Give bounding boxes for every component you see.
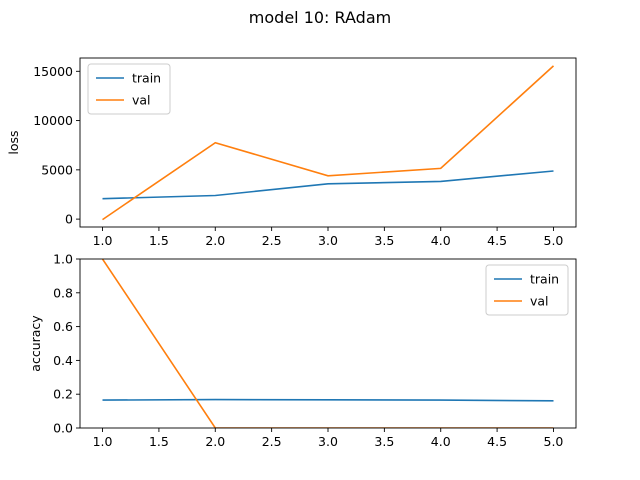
chart1-ytick-label: 10000 — [33, 113, 73, 128]
chart1-xtick-label: 4.0 — [431, 233, 451, 248]
chart2-xtick-label: 3.0 — [318, 434, 338, 449]
chart1-ytick-label: 5000 — [41, 162, 73, 177]
chart1-xtick-label: 3.0 — [318, 233, 338, 248]
chart2-legend-box — [485, 264, 569, 316]
chart2-xtick-label: 1.0 — [93, 434, 113, 449]
chart1-series-train-line — [102, 170, 554, 200]
chart2-ytick-label: 0.0 — [53, 421, 73, 436]
chart2-legend-label-train: train — [530, 272, 559, 287]
chart2-xtick-label: 2.5 — [262, 434, 282, 449]
chart2-series-val-line — [101, 259, 554, 428]
chart2-xtick-label: 2.0 — [205, 434, 225, 449]
chart2-ylabel: accuracy — [28, 315, 43, 372]
chart1-xtick-label: 3.5 — [374, 233, 394, 248]
chart1-legend-box — [87, 63, 171, 115]
chart1-ylabel: loss — [6, 130, 21, 154]
chart2-ytick-label: 1.0 — [53, 252, 73, 267]
chart2-xtick-label: 5.0 — [544, 434, 564, 449]
chart2-xtick-label: 1.5 — [149, 434, 169, 449]
chart1-xtick-label: 1.5 — [149, 233, 169, 248]
chart2-ytick-label: 0.6 — [53, 319, 73, 334]
chart1-xtick-label: 2.0 — [205, 233, 225, 248]
chart2-xtick-label: 4.5 — [487, 434, 507, 449]
chart1-xtick-label: 4.5 — [487, 233, 507, 248]
chart1-series-val-line — [102, 65, 555, 221]
chart2-legend-label-val: val — [530, 294, 549, 309]
chart2-ytick-label: 0.4 — [53, 353, 73, 368]
chart1-xtick-label: 5.0 — [544, 233, 564, 248]
chart2-series-train-line — [102, 398, 554, 402]
chart1-xtick-label: 1.0 — [93, 233, 113, 248]
chart1-legend-label-val: val — [132, 93, 151, 108]
chart1-ytick-label: 15000 — [33, 64, 73, 79]
chart1-xtick-label: 2.5 — [262, 233, 282, 248]
chart1-legend-label-train: train — [132, 71, 161, 86]
figure-title: model 10: RAdam — [248, 8, 392, 27]
chart2-ytick-label: 0.8 — [53, 285, 73, 300]
chart2-xtick-label: 4.0 — [431, 434, 451, 449]
chart2-ytick-label: 0.2 — [53, 387, 73, 402]
chart2-xtick-label: 3.5 — [374, 434, 394, 449]
chart1-ytick-label: 0 — [65, 212, 73, 227]
